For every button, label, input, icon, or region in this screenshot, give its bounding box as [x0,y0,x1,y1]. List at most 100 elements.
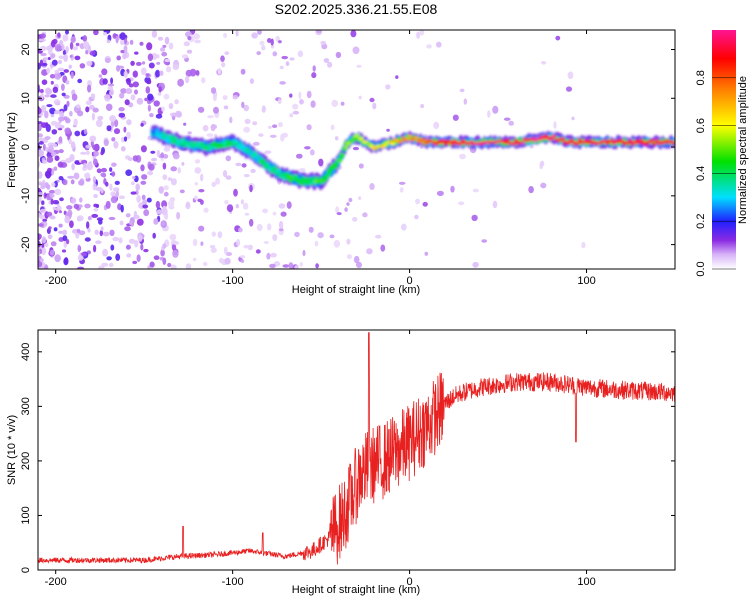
noise-speckle [158,86,162,93]
ridge-cell [407,134,413,138]
noise-speckle [162,174,168,181]
noise-speckle [272,211,277,216]
noise-speckle [140,145,147,153]
noise-speckle [38,223,44,227]
noise-speckle [102,231,110,237]
noise-speckle [38,233,41,241]
y-tick-label: -10 [20,188,32,204]
snr-plot-area [38,332,675,565]
noise-speckle [64,127,71,134]
noise-speckle [422,201,428,207]
ridge-cell [628,139,634,143]
ridge-cell [413,136,419,140]
noise-speckle [333,239,341,248]
noise-speckle [267,38,272,43]
noise-speckle [344,207,348,212]
noise-speckle [76,216,82,222]
noise-speckle [565,86,573,92]
noise-speckle [492,105,499,114]
ridge-cell [305,179,311,183]
noise-speckle [187,131,192,135]
noise-speckle [104,94,111,102]
noise-speckle [185,263,192,269]
noise-speckle [118,107,125,112]
noise-speckle [171,244,177,251]
noise-speckle [321,43,328,50]
noise-speckle [251,32,258,39]
noise-speckle [299,168,306,172]
noise-speckle [285,61,289,66]
x-tick-label: 0 [407,576,413,588]
noise-speckle [356,261,362,268]
ridge-cell [233,141,239,146]
ridge-cell [318,179,324,184]
noise-speckle [153,218,159,225]
ridge-cell [390,142,396,146]
noise-speckle [39,214,45,220]
noise-speckle [93,30,99,36]
noise-speckle [130,94,136,101]
ridge-cell [420,141,426,144]
noise-speckle [128,83,134,88]
noise-speckle [281,55,289,60]
noise-speckle [109,91,113,95]
noise-speckle [232,95,239,100]
noise-speckle [123,136,128,142]
noise-speckle [136,97,144,105]
ridge-cell [260,159,266,163]
noise-speckle [200,173,204,182]
noise-speckle [97,115,104,121]
noise-speckle [41,69,48,76]
noise-speckle [62,229,68,236]
ridge-cell [649,139,655,143]
noise-speckle [123,126,127,133]
noise-speckle [107,83,115,87]
noise-speckle [125,244,131,250]
y-tick-label: 20 [20,43,32,55]
noise-speckle [64,215,71,224]
noise-speckle [125,169,133,176]
noise-speckle [289,57,295,61]
noise-speckle [51,151,57,157]
noise-speckle [229,116,233,124]
noise-speckle [93,194,98,198]
noise-speckle [44,242,49,247]
noise-speckle [49,249,55,256]
noise-speckle [463,98,467,105]
noise-speckle [452,114,459,121]
noise-speckle [223,246,228,255]
noise-speckle [235,30,239,37]
noise-speckle [38,182,46,186]
noise-speckle [87,84,92,93]
noise-speckle [98,219,103,225]
noise-speckle [58,230,63,234]
noise-speckle [52,38,58,45]
noise-speckle [172,249,179,258]
noise-speckle [125,88,133,95]
noise-speckle [225,155,232,162]
noise-speckle [233,188,238,197]
noise-speckle [141,194,146,201]
noise-speckle [82,41,90,49]
noise-speckle [50,198,54,205]
x-tick-label: -100 [222,275,244,287]
noise-speckle [105,181,109,187]
noise-speckle [140,123,144,127]
noise-speckle [256,51,262,56]
ridge-cell [354,134,360,138]
noise-speckle [278,203,286,209]
noise-speckle [107,86,114,90]
noise-speckle [243,174,250,178]
noise-speckle [54,188,62,196]
ridge-cell [297,178,302,183]
noise-speckle [269,263,276,269]
x-tick-label: 100 [577,576,595,588]
ridge-cell [415,140,421,143]
noise-speckle [267,223,272,231]
noise-speckle [146,197,152,203]
noise-speckle [61,249,67,253]
noise-speckle [296,153,303,159]
noise-speckle [128,238,136,244]
noise-speckle [85,150,90,155]
